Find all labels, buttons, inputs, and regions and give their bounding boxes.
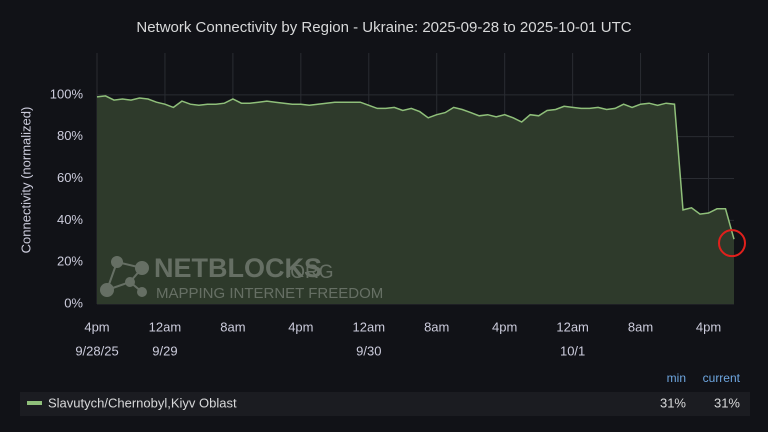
x-date-label: 9/29 xyxy=(152,343,177,358)
x-date-label: 10/1 xyxy=(560,343,585,358)
area xyxy=(97,95,734,305)
x-tick-label: 8am xyxy=(220,319,245,334)
watermark-icon xyxy=(100,256,149,297)
y-tick-label: 60% xyxy=(57,170,83,185)
legend-header: min xyxy=(667,371,686,385)
legend-header: current xyxy=(703,371,741,385)
legend-swatch xyxy=(27,401,42,405)
x-tick-label: 4pm xyxy=(492,319,517,334)
chart-title: Network Connectivity by Region - Ukraine… xyxy=(136,19,631,36)
y-axis-label: Connectivity (normalized) xyxy=(18,107,33,254)
x-tick-label: 12am xyxy=(149,319,182,334)
x-tick-label: 12am xyxy=(353,319,386,334)
line xyxy=(96,95,735,240)
watermark-tagline: MAPPING INTERNET FREEDOM xyxy=(156,285,383,302)
y-tick-label: 40% xyxy=(57,212,83,227)
watermark-name: NETBLOCKS xyxy=(154,253,322,283)
watermark: NETBLOCKS .ORG MAPPING INTERNET FREEDOM xyxy=(100,253,383,302)
watermark-suffix: .ORG xyxy=(285,262,334,283)
x-date-label: 9/28/25 xyxy=(75,343,118,358)
legend-stat: 31% xyxy=(714,395,740,410)
x-tick-label: 4pm xyxy=(696,319,721,334)
legend-stat: 31% xyxy=(660,395,686,410)
y-tick-label: 80% xyxy=(57,128,83,143)
plot: 0% 20% 40% 60% 80% 100% 4pm 12am 8am 4pm 12am 8am 4p… xyxy=(50,53,746,358)
legend-label: Slavutych/Chernobyl,Kiyv Oblast xyxy=(48,395,237,410)
y-tick-label: 0% xyxy=(64,295,83,310)
x-tick-label: 4pm xyxy=(288,319,313,334)
x-tick-label: 8am xyxy=(424,319,449,334)
x-tick-label: 8am xyxy=(628,319,653,334)
x-tick-label: 4pm xyxy=(84,319,109,334)
x-tick-label: 12am xyxy=(556,319,589,334)
y-tick-label: 100% xyxy=(50,86,84,101)
x-date-label: 9/30 xyxy=(356,343,381,358)
highlight-circle xyxy=(718,229,746,258)
legend-row xyxy=(20,392,750,416)
y-tick-label: 20% xyxy=(57,254,83,269)
